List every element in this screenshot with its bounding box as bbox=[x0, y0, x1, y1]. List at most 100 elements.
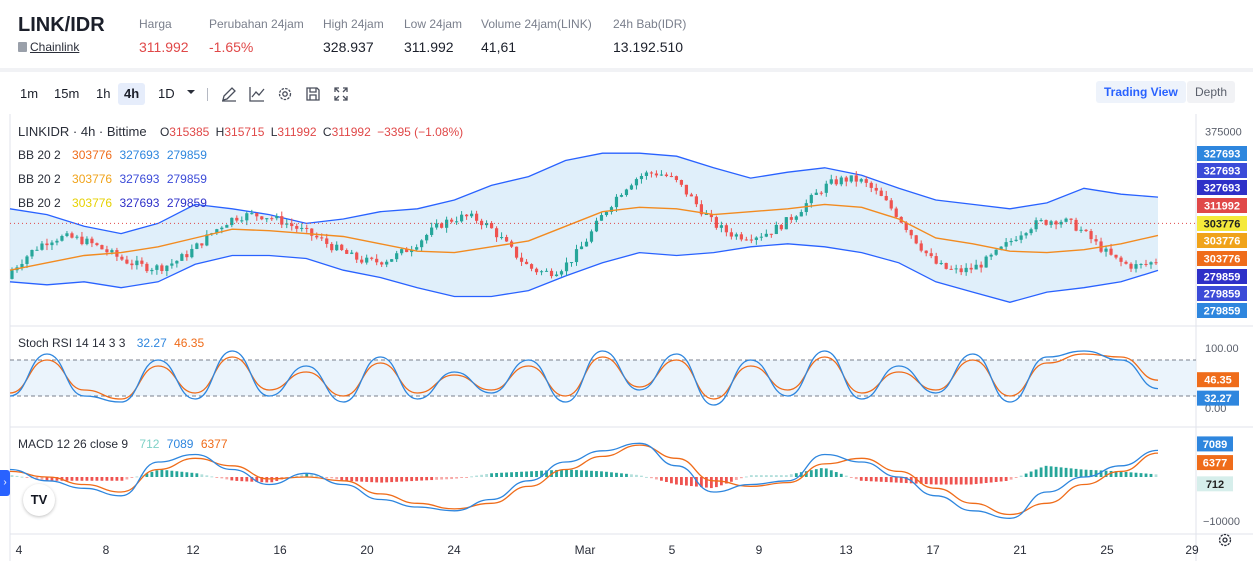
close-value: 311992 bbox=[331, 125, 371, 139]
macd-histogram-bar bbox=[195, 473, 199, 477]
price-tag-label: 279859 bbox=[1204, 289, 1241, 301]
macd-histogram-bar bbox=[804, 471, 808, 477]
stat-label: Volume 24jam(LINK) bbox=[481, 17, 592, 31]
stoch-tag-label: 46.35 bbox=[1204, 375, 1232, 387]
candle-body bbox=[799, 212, 803, 217]
candle-body bbox=[634, 179, 639, 186]
macd-histogram-bar bbox=[185, 472, 189, 477]
tradingview-logo[interactable]: TV bbox=[23, 484, 55, 516]
macd-histogram-bar bbox=[849, 477, 853, 478]
candle-body bbox=[1144, 263, 1148, 265]
candle-body bbox=[1094, 239, 1098, 242]
candle-body bbox=[120, 256, 124, 260]
save-icon[interactable] bbox=[304, 85, 322, 103]
macd-histogram-bar bbox=[859, 477, 863, 481]
low-value: 311992 bbox=[277, 125, 317, 139]
candle-body bbox=[684, 184, 689, 195]
candle-body bbox=[1029, 229, 1033, 234]
macd-histogram-bar bbox=[500, 472, 503, 477]
candle-body bbox=[529, 264, 534, 269]
macd-histogram-bar bbox=[495, 473, 498, 477]
timeframe-15m[interactable]: 15m bbox=[54, 86, 80, 101]
price-tag-label: 327693 bbox=[1204, 166, 1241, 178]
price-tag-bg bbox=[1197, 286, 1247, 301]
macd-histogram-bar bbox=[769, 475, 773, 477]
candle-body bbox=[360, 259, 364, 263]
line-chart-icon[interactable] bbox=[248, 85, 266, 103]
macd-tag-bg bbox=[1197, 476, 1233, 492]
macd-histogram-bar bbox=[1059, 467, 1063, 477]
candle-body bbox=[604, 211, 609, 216]
depth-button[interactable]: Depth bbox=[1187, 81, 1236, 103]
stoch-axis-tag: 46.35 bbox=[1197, 372, 1239, 388]
chart-settings-icon[interactable] bbox=[1217, 532, 1233, 548]
macd-histogram-bar bbox=[914, 477, 918, 484]
macd-histogram-bar bbox=[120, 477, 124, 481]
candles-group bbox=[10, 170, 1158, 280]
macd-histogram-bar bbox=[794, 473, 798, 477]
chart-canvas[interactable]: 375000 327693 327693 327693 311992 303776 3037… bbox=[0, 114, 1253, 561]
timeframe-4h[interactable]: 4h bbox=[118, 83, 146, 105]
trading-view-button[interactable]: Trading View bbox=[1096, 81, 1186, 103]
macd-tag-bg bbox=[1197, 436, 1233, 452]
bb-low-value: 279859 bbox=[166, 148, 207, 162]
macd-histogram-bar bbox=[390, 477, 394, 483]
macd-tag-label: 7089 bbox=[1203, 439, 1227, 451]
candle-body bbox=[380, 262, 384, 265]
candle-body bbox=[290, 223, 294, 227]
macd-histogram-bar bbox=[874, 477, 878, 482]
candle-body bbox=[30, 249, 34, 257]
bb-upper-line bbox=[9, 152, 1159, 235]
candle-body bbox=[425, 234, 429, 241]
candle-body bbox=[699, 204, 703, 215]
candle-body bbox=[340, 244, 344, 251]
candle-body bbox=[160, 265, 164, 272]
macd-histogram-bar bbox=[939, 477, 943, 485]
bb-legend-1: BB 20 2 303776 327693 279859 bbox=[18, 148, 207, 162]
macd-histogram-bar bbox=[1099, 470, 1103, 477]
price-tag-bg bbox=[1197, 269, 1247, 284]
macd-histogram-bar bbox=[260, 477, 264, 483]
candle-body bbox=[1134, 264, 1138, 269]
macd-histogram-bar bbox=[35, 477, 39, 479]
coin-link[interactable]: Chainlink bbox=[30, 40, 80, 54]
macd-histogram-bar bbox=[774, 475, 778, 477]
macd-histogram-bar bbox=[824, 468, 828, 477]
candle-body bbox=[1149, 262, 1153, 265]
stoch-d-value: 46.35 bbox=[174, 336, 205, 350]
macd-histogram-bar bbox=[395, 477, 399, 482]
gear-icon[interactable] bbox=[276, 85, 294, 103]
macd-histogram-bar bbox=[80, 477, 84, 481]
price-axis-tag: 327693 bbox=[1197, 146, 1247, 161]
candle-body bbox=[320, 237, 324, 239]
timeframe-1h[interactable]: 1h bbox=[96, 86, 111, 101]
candle-body bbox=[75, 236, 79, 238]
price-axis-tag: 303776 bbox=[1197, 251, 1247, 266]
timeframe-1m[interactable]: 1m bbox=[20, 86, 39, 101]
candle-body bbox=[1004, 242, 1008, 247]
candle-body bbox=[719, 225, 723, 228]
candle-body bbox=[1089, 231, 1093, 240]
candle-body bbox=[479, 220, 484, 226]
candle-body bbox=[110, 250, 114, 253]
macd-histogram-bar bbox=[1069, 468, 1073, 477]
candle-body bbox=[654, 173, 659, 176]
fullscreen-icon[interactable] bbox=[332, 85, 350, 103]
candle-body bbox=[804, 203, 808, 213]
macd-histogram-bar bbox=[10, 475, 14, 477]
pencil-icon[interactable] bbox=[220, 85, 238, 103]
candle-body bbox=[954, 268, 958, 270]
macd-histogram-bar bbox=[675, 477, 678, 485]
macd-histogram-bar bbox=[680, 477, 683, 486]
sidebar-toggle[interactable]: › bbox=[0, 470, 10, 496]
timeframe-1D[interactable]: 1D bbox=[158, 86, 175, 101]
candle-body bbox=[534, 268, 539, 273]
candle-body bbox=[165, 265, 169, 272]
candle-body bbox=[564, 262, 569, 272]
macd-histogram-bar bbox=[330, 477, 334, 479]
candle-body bbox=[944, 262, 948, 269]
chevron-down-icon[interactable] bbox=[185, 86, 197, 98]
macd-histogram-bar bbox=[734, 477, 738, 480]
stat-value: -1.65% bbox=[209, 39, 254, 55]
candle-body bbox=[45, 243, 49, 246]
